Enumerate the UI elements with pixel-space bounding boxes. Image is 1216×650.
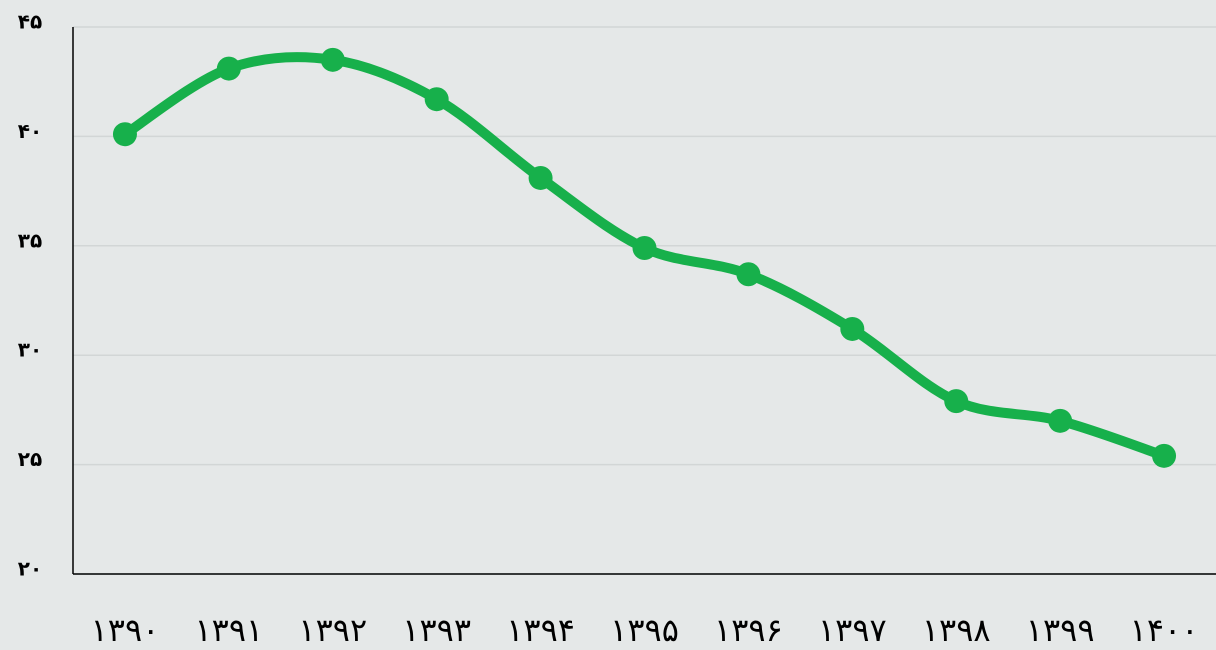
x-tick-label: ۱۳۹۹	[1026, 611, 1095, 649]
point	[1048, 408, 1073, 433]
y-tick-label: ۳۵	[18, 228, 42, 252]
point	[944, 389, 969, 414]
point	[424, 87, 449, 112]
y-tick-label: ۳۰	[18, 338, 42, 362]
point	[320, 47, 345, 72]
x-tick-label: ۱۳۹۲	[298, 611, 367, 649]
x-tick-label: ۱۳۹۰	[91, 611, 160, 649]
point	[840, 316, 865, 341]
y-tick-label: ۴۰	[18, 119, 42, 143]
x-tick-label: ۱۳۹۳	[402, 611, 471, 649]
point	[736, 262, 761, 287]
y-tick-label: ۲۵	[18, 447, 42, 471]
point	[632, 235, 657, 260]
x-tick-label: ۱۴۰۰	[1130, 611, 1199, 649]
x-tick-label: ۱۳۹۱	[194, 611, 263, 649]
point	[1152, 443, 1177, 468]
x-tick-label: ۱۳۹۴	[506, 611, 575, 649]
x-tick-label: ۱۳۹۶	[714, 611, 783, 649]
point	[112, 122, 137, 147]
x-tick-label: ۱۳۹۵	[610, 611, 679, 649]
x-tick-label: ۱۳۹۸	[922, 611, 991, 649]
point	[528, 165, 553, 190]
y-tick-label: ۴۵	[18, 10, 42, 34]
x-tick-label: ۱۳۹۷	[818, 611, 887, 649]
y-tick-label: ۲۰	[18, 557, 42, 581]
point	[216, 56, 241, 81]
